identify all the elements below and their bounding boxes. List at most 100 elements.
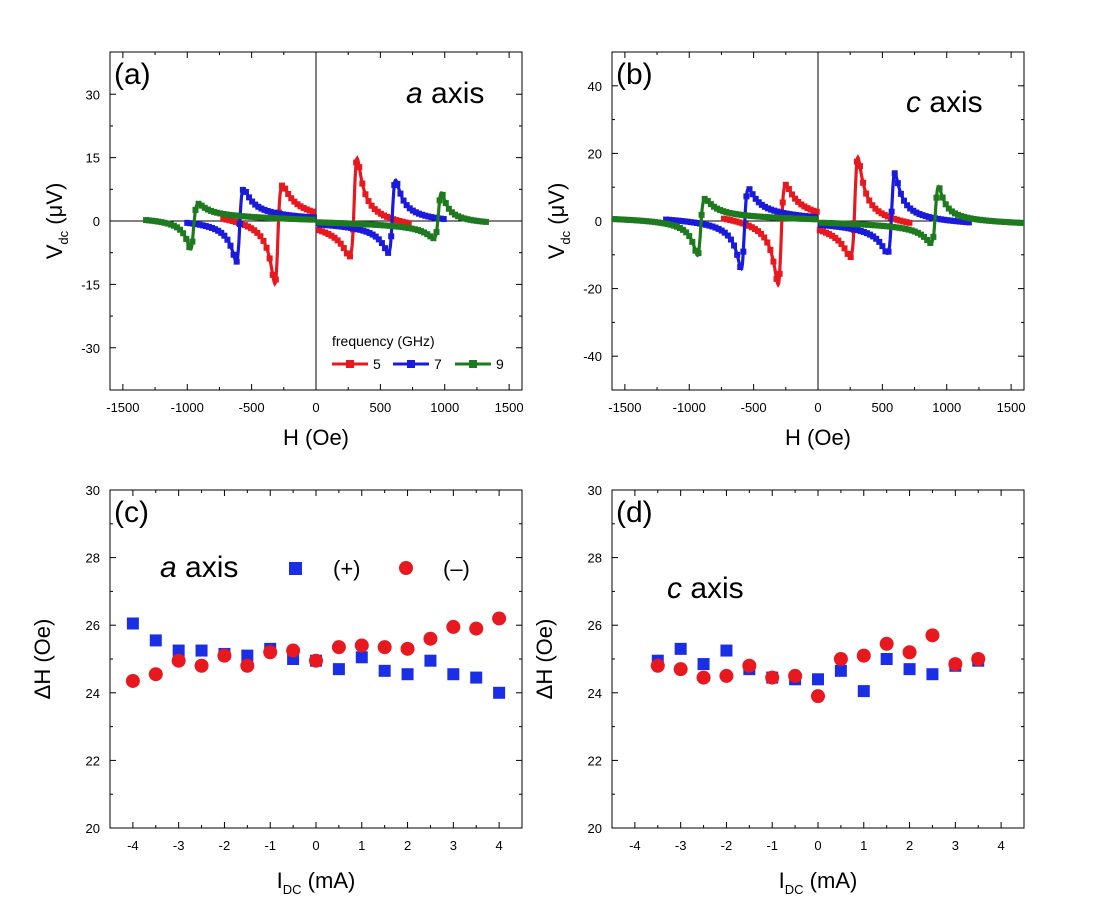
data-point-square bbox=[355, 651, 368, 664]
data-point-marker bbox=[755, 228, 762, 235]
data-point-circle bbox=[423, 631, 438, 646]
data-point-marker bbox=[755, 199, 762, 206]
data-point-marker bbox=[835, 237, 842, 244]
data-point-marker bbox=[642, 218, 649, 225]
data-point-marker bbox=[701, 195, 708, 202]
data-point-marker bbox=[431, 214, 438, 221]
data-point-marker bbox=[706, 222, 713, 229]
data-point-marker bbox=[891, 170, 898, 177]
x-axis-title-sub: DC bbox=[283, 882, 302, 897]
legend-marker bbox=[346, 360, 354, 368]
x-tick-label: 4 bbox=[495, 838, 502, 853]
data-point-marker bbox=[402, 224, 409, 231]
data-point-marker bbox=[624, 216, 631, 223]
data-point-marker bbox=[224, 236, 231, 243]
data-point-marker bbox=[303, 206, 310, 213]
data-point-circle bbox=[971, 652, 986, 666]
series-line-5-pos bbox=[817, 153, 913, 259]
data-point-marker bbox=[275, 215, 282, 222]
data-point-marker bbox=[258, 205, 265, 212]
data-point-marker bbox=[437, 215, 444, 222]
data-point-marker bbox=[669, 217, 676, 224]
data-point-marker bbox=[843, 220, 850, 227]
data-point-marker bbox=[845, 225, 852, 232]
panel-label: (d) bbox=[616, 496, 653, 529]
data-point-marker bbox=[335, 223, 342, 230]
legend-entry-7: 7 bbox=[393, 356, 442, 372]
x-axis-title: IDC (mA) bbox=[277, 868, 356, 897]
data-point-marker bbox=[667, 221, 674, 228]
data-point-marker bbox=[860, 228, 867, 235]
data-point-marker bbox=[936, 185, 943, 192]
data-point-marker bbox=[749, 191, 756, 198]
data-point-marker bbox=[956, 218, 963, 225]
data-point-marker bbox=[878, 210, 885, 217]
data-point-marker bbox=[958, 213, 965, 220]
data-point-marker bbox=[976, 216, 983, 223]
data-point-marker bbox=[938, 216, 945, 223]
data-point-marker bbox=[676, 225, 683, 232]
data-point-marker bbox=[211, 208, 218, 215]
data-point-marker bbox=[369, 231, 376, 238]
data-point-marker bbox=[885, 248, 892, 255]
data-point-marker bbox=[737, 264, 744, 271]
data-point-marker bbox=[350, 220, 357, 227]
data-point-marker bbox=[847, 254, 854, 261]
data-point-marker bbox=[372, 233, 379, 240]
data-point-marker bbox=[942, 201, 949, 208]
plot-frame bbox=[611, 489, 1025, 829]
data-point-marker bbox=[661, 220, 668, 227]
data-point-marker bbox=[733, 218, 740, 225]
data-point-marker bbox=[300, 204, 307, 211]
x-tick-label: 1000 bbox=[430, 400, 459, 415]
data-point-marker bbox=[198, 202, 205, 209]
data-point-marker bbox=[870, 233, 877, 240]
data-point-marker bbox=[1016, 219, 1023, 226]
data-point-marker bbox=[856, 221, 863, 228]
legend-entry-5: 5 bbox=[332, 356, 381, 372]
data-point-marker bbox=[328, 232, 335, 239]
data-point-marker bbox=[995, 218, 1002, 225]
data-point-circle bbox=[925, 628, 940, 643]
data-point-marker bbox=[934, 215, 941, 222]
data-point-marker bbox=[218, 229, 225, 236]
data-point-marker bbox=[195, 200, 202, 207]
data-point-marker bbox=[257, 214, 264, 221]
data-point-marker bbox=[1007, 219, 1014, 226]
data-point-marker bbox=[286, 212, 293, 219]
data-point-marker bbox=[239, 186, 246, 193]
data-point-marker bbox=[254, 214, 261, 221]
data-point-marker bbox=[727, 236, 734, 243]
data-point-marker bbox=[393, 217, 400, 224]
data-point-marker bbox=[260, 214, 267, 221]
data-point-marker bbox=[773, 275, 780, 282]
data-point-marker bbox=[924, 236, 931, 243]
data-point-marker bbox=[220, 215, 227, 222]
data-point-marker bbox=[905, 226, 912, 233]
data-point-marker bbox=[770, 258, 777, 265]
data-point-marker bbox=[393, 223, 400, 230]
data-point-marker bbox=[834, 220, 841, 227]
data-point-marker bbox=[893, 224, 900, 231]
legend-label: 5 bbox=[373, 356, 381, 372]
data-point-square bbox=[880, 653, 893, 665]
y-tick-label: 40 bbox=[588, 79, 602, 94]
plot-area bbox=[143, 155, 489, 287]
x-tick-label: 1 bbox=[358, 838, 365, 853]
data-point-marker bbox=[245, 213, 252, 220]
data-point-marker bbox=[872, 205, 879, 212]
data-point-marker bbox=[331, 234, 338, 241]
data-point-marker bbox=[868, 222, 875, 229]
data-point-marker bbox=[384, 213, 391, 220]
data-point-marker bbox=[461, 215, 468, 222]
data-point-marker bbox=[761, 203, 768, 210]
data-point-marker bbox=[267, 208, 274, 215]
data-point-marker bbox=[745, 222, 752, 229]
data-point-marker bbox=[291, 215, 298, 222]
data-point-marker bbox=[831, 220, 838, 227]
x-tick-label: 1000 bbox=[932, 400, 961, 415]
legend-entry-9: 9 bbox=[455, 356, 504, 372]
data-point-marker bbox=[397, 190, 404, 197]
data-point-marker bbox=[851, 226, 858, 233]
data-point-marker bbox=[340, 245, 347, 252]
